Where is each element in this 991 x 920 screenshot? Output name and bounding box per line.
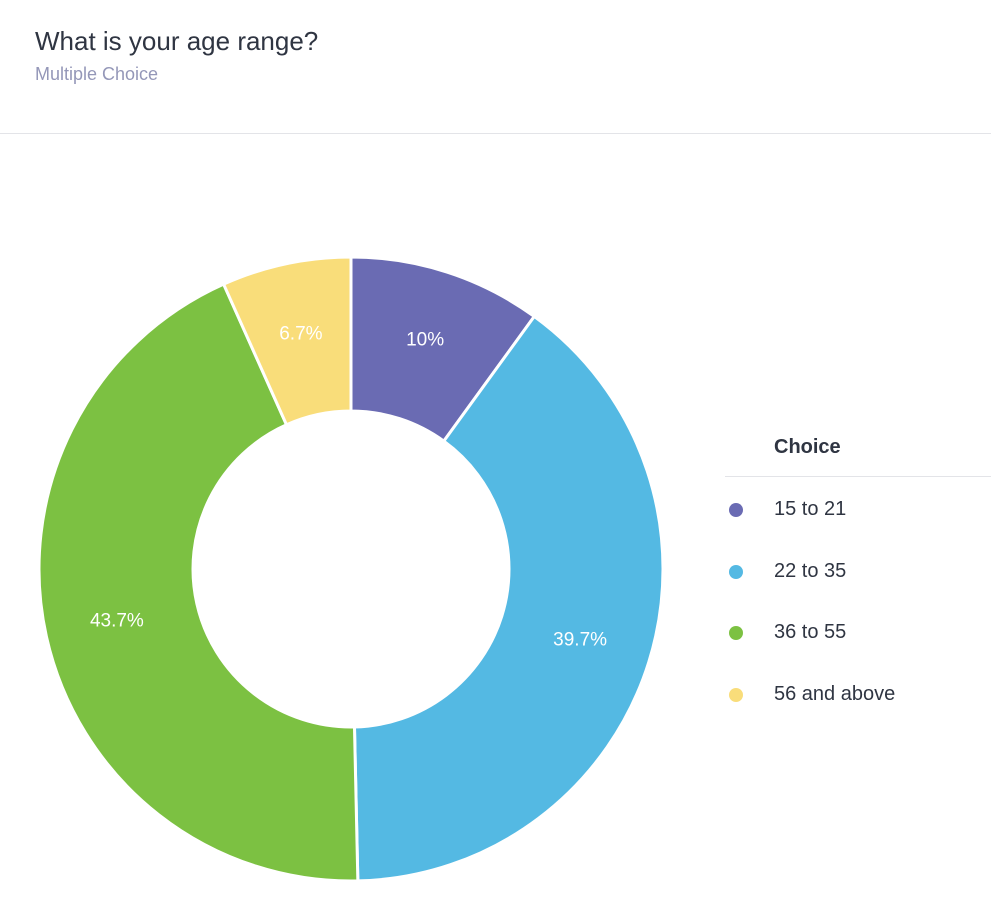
slice-value-label: 6.7%: [279, 323, 322, 344]
legend-label: 15 to 21: [774, 498, 847, 520]
legend-item[interactable]: 22 to 35: [725, 541, 991, 603]
legend-label: 36 to 55: [774, 621, 847, 643]
legend-list: 15 to 21 22 to 35 36 to 55 56 and above: [725, 479, 991, 725]
legend-item[interactable]: 15 to 21: [725, 479, 991, 541]
legend-swatch: [729, 626, 743, 640]
legend-title: Choice: [725, 425, 991, 477]
legend-label: 56 and above: [774, 682, 896, 705]
legend-item[interactable]: 36 to 55: [725, 602, 991, 664]
donut-slice-36-to-55[interactable]: [37, 282, 360, 883]
question-title: What is your age range?: [35, 26, 319, 56]
question-header: What is your age range? Multiple Choice: [0, 0, 991, 134]
chart-legend: Choice 15 to 21 22 to 35 36 to 55 56 and…: [725, 425, 991, 725]
donut-slice-22-to-35[interactable]: [352, 314, 665, 883]
legend-swatch: [729, 503, 743, 517]
question-type-label: Multiple Choice: [35, 64, 159, 84]
donut-slice-labels: 10% 39.7% 43.7% 6.7%: [90, 323, 607, 650]
donut-slices: [37, 255, 665, 883]
slice-value-label: 39.7%: [553, 630, 607, 651]
legend-item[interactable]: 56 and above: [725, 664, 991, 726]
legend-label: 22 to 35: [774, 559, 847, 582]
legend-swatch: [729, 687, 743, 702]
slice-value-label: 10%: [406, 330, 444, 351]
legend-swatch: [729, 564, 743, 579]
donut-slice-56-and-above[interactable]: [222, 255, 353, 427]
slice-value-label: 43.7%: [90, 611, 144, 632]
